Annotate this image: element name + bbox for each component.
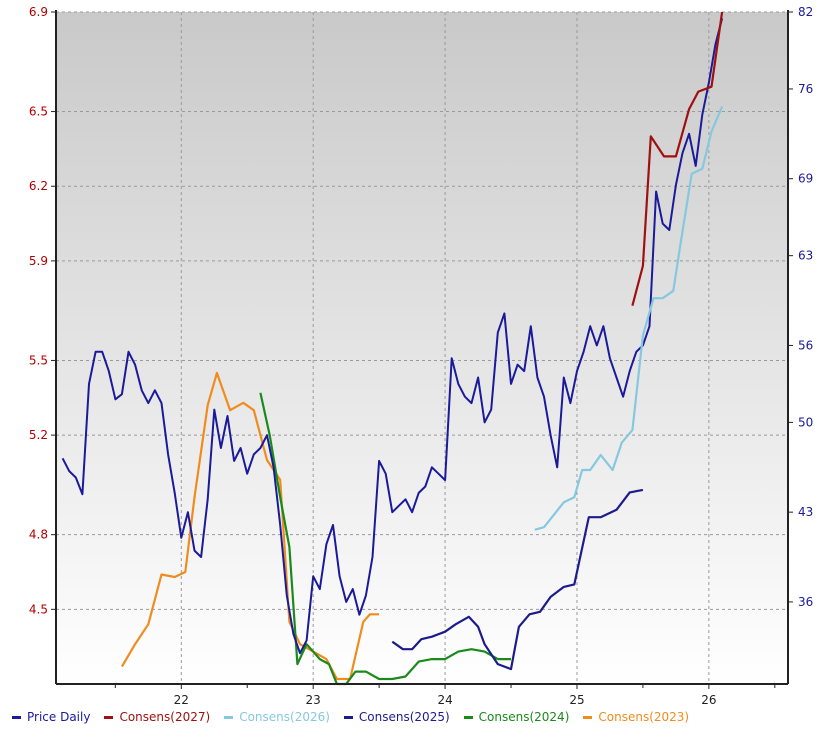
legend-swatch (12, 716, 21, 719)
legend-label: Consens(2025) (358, 710, 450, 724)
x-tick-label: 24 (437, 693, 452, 706)
legend-label: Consens(2026) (239, 710, 330, 724)
legend-swatch (104, 716, 114, 719)
chart-svg: 6.9 6.5 6.2 5.9 5.5 5.2 4.8 4.5 82 76 69 63 56 50 43 36… (29, 5, 813, 707)
series-line-consens-2025 (391, 488, 644, 671)
right-tick-label: 69 (798, 172, 813, 186)
series-line-consens-2024 (259, 392, 511, 686)
series-line-consens-2023 (120, 371, 380, 681)
x-tick-label: 26 (701, 693, 716, 706)
series-layer (61, 11, 724, 686)
legend-item: Consens(2026) (224, 707, 330, 727)
right-tick-label: 50 (798, 415, 813, 429)
legend-swatch (224, 716, 234, 719)
x-tick-label: 25 (569, 693, 584, 706)
legend-label: Consens(2027) (119, 710, 211, 724)
left-tick-label: 6.9 (29, 5, 48, 19)
legend-label: Consens(2024) (478, 710, 570, 724)
legend-item: Consens(2024) (463, 707, 570, 727)
left-tick-label: 4.5 (29, 602, 48, 616)
legend-swatch (343, 716, 353, 719)
legend-swatch (583, 716, 593, 719)
legend-item: Price Daily (12, 707, 90, 727)
x-tick-label: 22 (174, 693, 189, 706)
left-tick-label: 4.8 (29, 528, 48, 542)
right-tick-label: 36 (798, 595, 813, 609)
right-tick-label: 43 (798, 505, 813, 519)
legend: Price Daily Consens(2027) Consens(2026) Con… (12, 707, 832, 727)
x-tick-label: 23 (306, 693, 321, 706)
right-tick-label: 82 (798, 5, 813, 19)
right-tick-label: 76 (798, 82, 813, 96)
left-tick-label: 6.2 (29, 179, 48, 193)
legend-label: Consens(2023) (598, 710, 690, 724)
legend-label: Price Daily (27, 710, 91, 724)
plot-background (56, 12, 788, 684)
series-line-price-daily (61, 18, 724, 655)
grid (56, 11, 788, 684)
right-tick-label: 56 (798, 338, 813, 352)
left-tick-label: 5.2 (29, 428, 48, 442)
legend-item: Consens(2025) (343, 707, 450, 727)
legend-item: Consens(2023) (583, 707, 689, 727)
legend-item: Consens(2027) (104, 707, 210, 727)
right-tick-label: 63 (798, 249, 813, 263)
left-tick-label: 5.5 (29, 353, 48, 367)
series-line-consens-2027 (631, 11, 724, 306)
axes: 6.9 6.5 6.2 5.9 5.5 5.2 4.8 4.5 82 76 69 63 56 50 43 36… (29, 5, 813, 707)
series-line-consens-2026 (534, 106, 724, 531)
legend-swatch (463, 716, 473, 719)
left-tick-label: 5.9 (29, 254, 48, 268)
left-tick-label: 6.5 (29, 105, 48, 119)
